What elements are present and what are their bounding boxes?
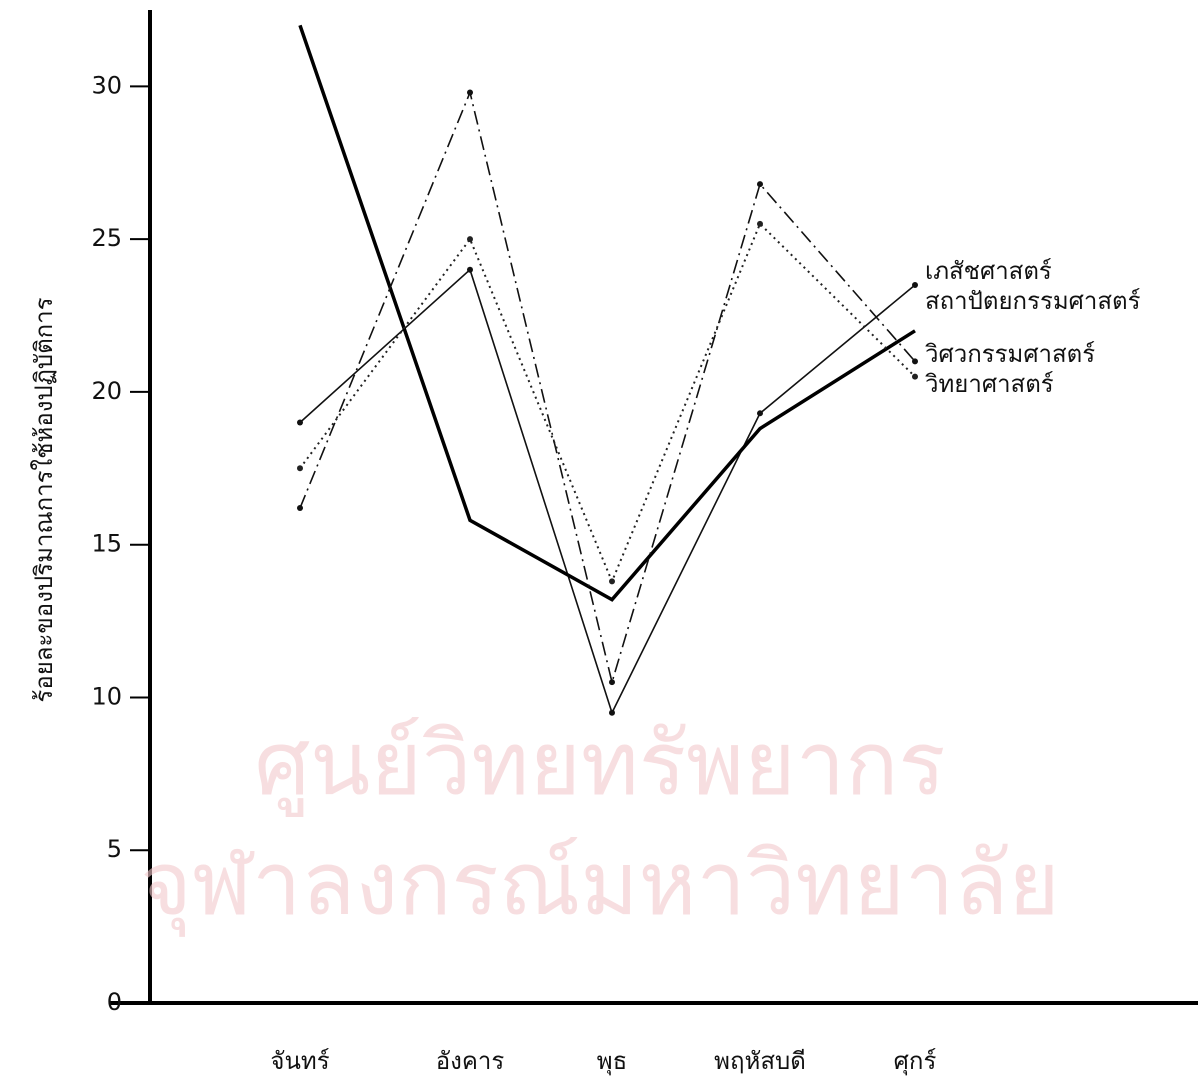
- legend-label: เภสัชศาสตร์: [925, 257, 1052, 285]
- legend-label: วิศวกรรมศาสตร์: [924, 340, 1095, 368]
- watermark: ศูนย์วิทยทรัพยากร: [254, 712, 945, 817]
- series-line: [299, 89, 916, 686]
- legend-label: วิทยาศาสตร์: [924, 370, 1053, 398]
- point: [912, 281, 918, 288]
- legend-label: สถาปัตยกรรมศาสตร์: [925, 287, 1141, 315]
- x-tick-label: พฤหัสบดี: [714, 1047, 806, 1075]
- y-tick-label: 25: [91, 224, 122, 252]
- y-tick-label: 20: [91, 377, 122, 405]
- y-axis-label: ร้อยละของปริมาณการใช้ห้องปฏิบัติการ: [30, 297, 58, 702]
- x-tick-label: ศุกร์: [894, 1047, 937, 1076]
- y-tick-label: 0: [107, 988, 122, 1016]
- point: [757, 181, 763, 188]
- watermark: จุฬาลงกรณ์มหาวิทยาลัย: [140, 832, 1060, 937]
- point: [757, 220, 763, 227]
- point: [912, 373, 918, 380]
- point: [467, 236, 473, 243]
- point: [609, 709, 615, 716]
- point: [757, 410, 763, 417]
- y-tick-label: 10: [91, 682, 122, 710]
- point: [297, 505, 303, 512]
- point: [467, 89, 473, 96]
- point: [609, 578, 615, 585]
- series-line: [298, 24, 916, 602]
- y-tick-label: 15: [91, 530, 122, 558]
- y-tick-label: 30: [91, 71, 122, 99]
- point: [467, 266, 473, 273]
- point: [297, 419, 303, 426]
- point: [609, 679, 615, 686]
- x-tick-label: พุธ: [597, 1047, 627, 1076]
- series-line: [299, 222, 916, 584]
- x-tick-label: จันทร์: [270, 1047, 329, 1075]
- x-tick-label: อังคาร: [436, 1047, 505, 1075]
- point: [912, 358, 918, 365]
- point: [297, 465, 303, 472]
- series-line: [299, 268, 916, 715]
- y-tick-label: 5: [107, 835, 122, 863]
